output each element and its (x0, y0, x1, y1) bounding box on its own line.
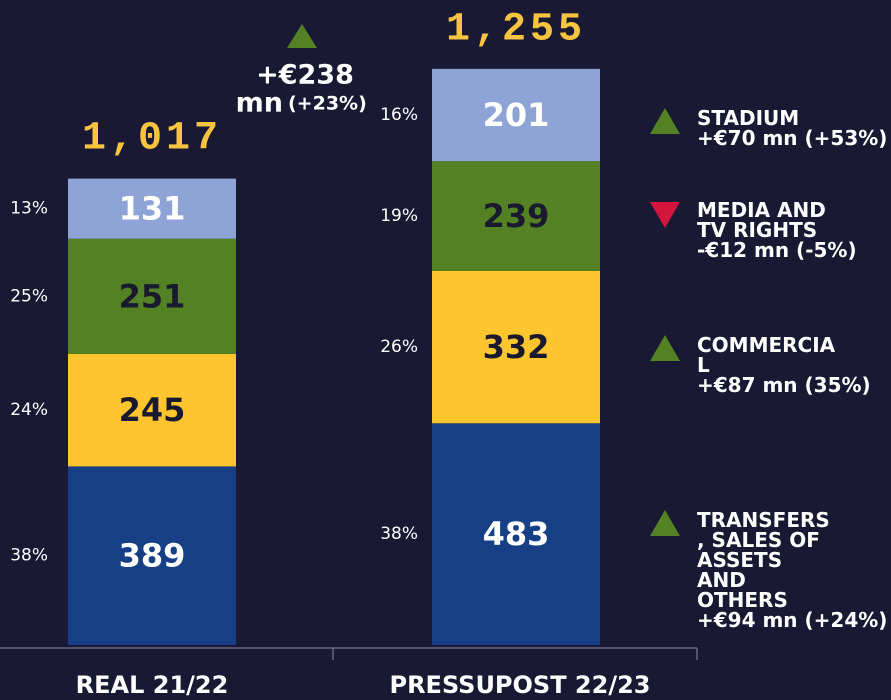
legend-entry: TRANSFERS, SALES OF ASSETS AND OTHERS +€9… (697, 510, 891, 630)
total-label: 1,255 (446, 7, 586, 52)
value-label: 131 (119, 190, 186, 228)
bar-segment (432, 68, 600, 162)
legend-arrow (650, 108, 680, 134)
share-label: 16% (380, 105, 418, 125)
change-percent: (+23%) (288, 93, 367, 115)
legend-name: STADIUM (697, 106, 800, 130)
legend-entry: STADIUM +€70 mn (+53%) (697, 108, 891, 148)
share-label: 19% (380, 206, 418, 226)
value-label: 332 (483, 328, 550, 366)
share-label: 13% (10, 199, 48, 219)
x-tick-label: REAL 21/22 (76, 671, 229, 699)
total-label: 1,017 (82, 117, 222, 162)
bar-segment (68, 466, 236, 645)
x-tick-label: PRESSUPOST 22/23 (389, 671, 650, 699)
legend-change: +€94 mn (+24%) (697, 608, 888, 632)
bar-segment (432, 161, 600, 271)
value-label: 389 (119, 537, 186, 575)
legend-name: COMMERCIAL (697, 333, 836, 377)
change-unit: mn (236, 88, 283, 119)
legend-name: MEDIA AND TV RIGHTS (697, 198, 826, 242)
value-label: 483 (483, 515, 550, 553)
legend-change: +€70 mn (+53%) (697, 126, 888, 150)
share-label: 24% (10, 400, 48, 420)
share-label: 38% (10, 546, 48, 566)
legend-change: -€12 mn (-5%) (697, 238, 857, 262)
bar-segment (68, 238, 236, 354)
share-label: 25% (10, 286, 48, 306)
legend-entry: COMMERCIAL +€87 mn (35%) (697, 335, 891, 395)
legend-arrow (650, 510, 680, 536)
value-label: 201 (483, 96, 550, 134)
value-label: 251 (119, 277, 186, 315)
change-arrow (287, 24, 317, 48)
value-label: 245 (119, 391, 186, 429)
legend-arrow (650, 202, 680, 228)
legend-name: TRANSFERS, SALES OF ASSETS AND OTHERS (697, 508, 830, 612)
bar-segment (432, 423, 600, 645)
bar-segment (68, 178, 236, 239)
bar-segment (432, 270, 600, 424)
share-label: 38% (380, 524, 418, 544)
change-amount: +€238 (256, 60, 354, 91)
legend-change: +€87 mn (35%) (697, 373, 871, 397)
share-label: 26% (380, 337, 418, 357)
legend-arrow (650, 335, 680, 361)
legend-entry: MEDIA AND TV RIGHTS -€12 mn (-5%) (697, 200, 891, 260)
value-label: 239 (483, 197, 550, 235)
bar-segment (68, 353, 236, 467)
